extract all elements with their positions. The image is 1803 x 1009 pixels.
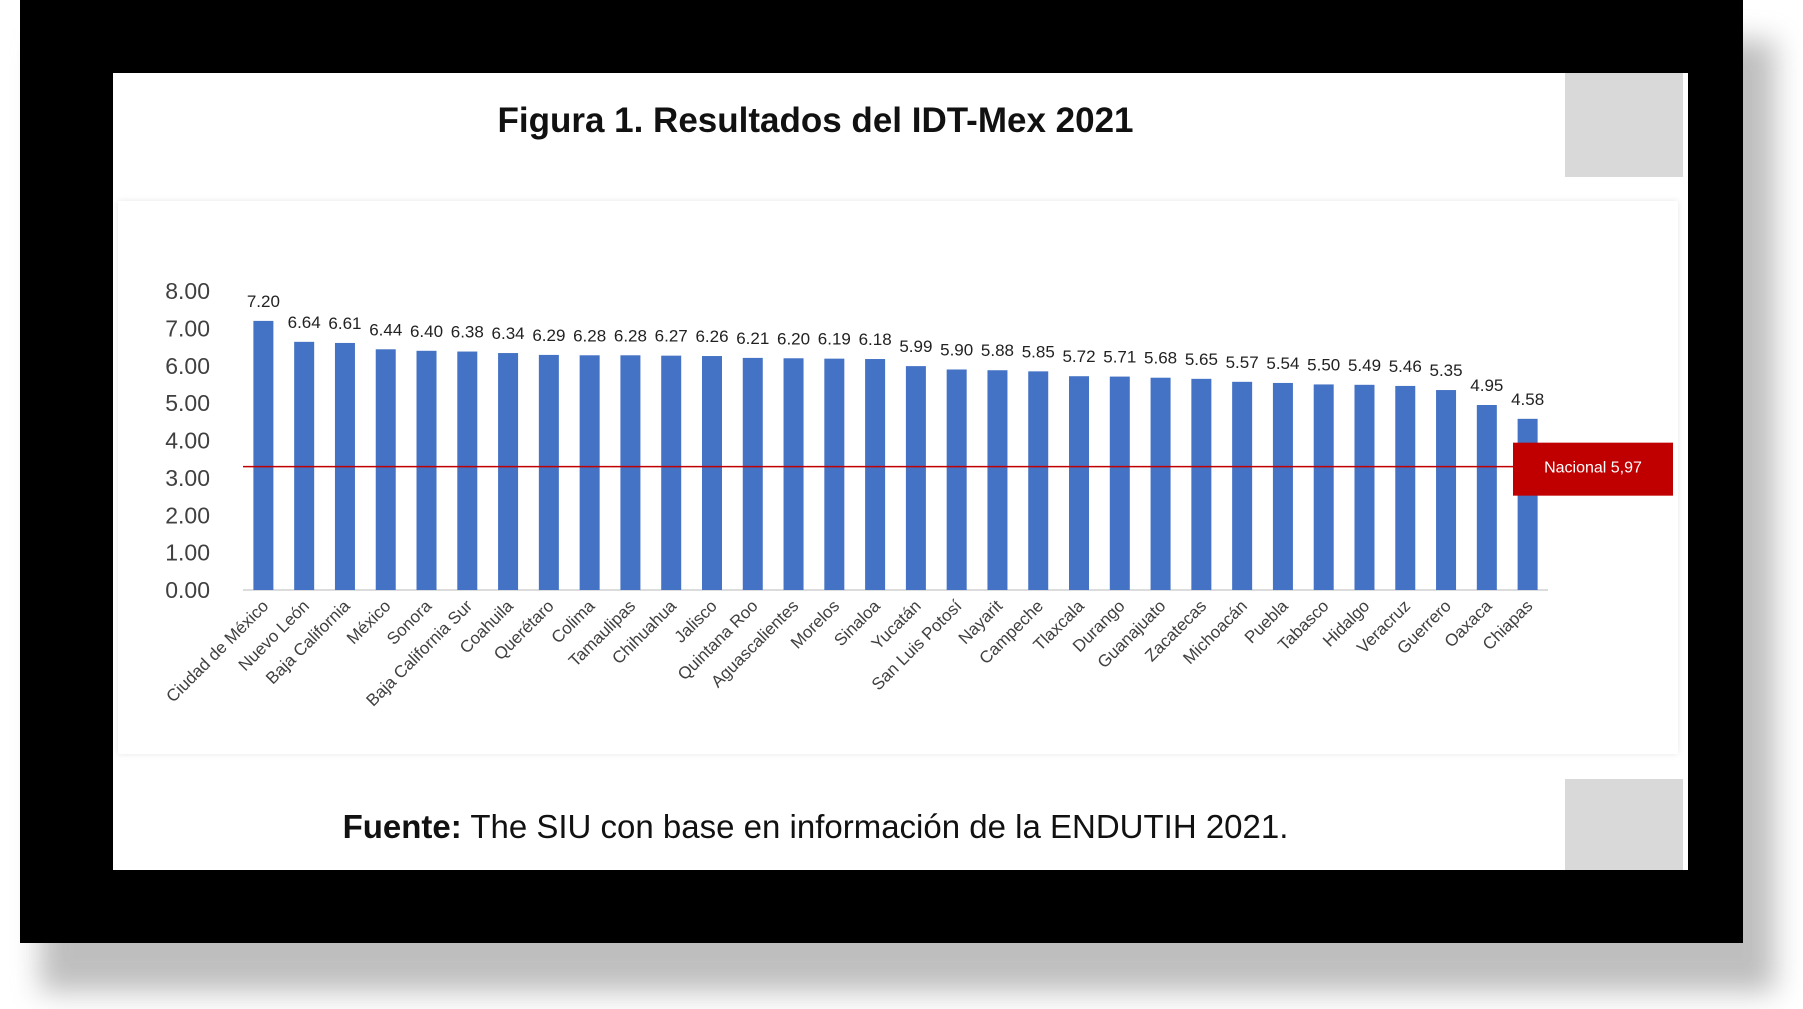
data-label: 5.57 [1226,353,1259,372]
y-tick-label: 5.00 [165,390,210,416]
bar [1313,384,1334,590]
source-text: The SIU con base en información de la EN… [461,808,1289,845]
bar [1436,390,1457,590]
bar [742,357,763,590]
bar [375,349,396,590]
gray-corner-bottom [1565,779,1683,870]
bar [1069,376,1090,590]
bar [824,358,845,590]
bar [1354,384,1375,590]
bar [498,353,519,590]
bar-chart: 0.00 1.00 2.00 3.00 4.00 5.00 6.00 7.00 8.00 7.20… [163,278,1673,710]
y-tick-label: 1.00 [165,540,210,566]
black-frame: Figura 1. Resultados del IDT-Mex 2021 0.… [20,0,1743,943]
bar [783,358,804,590]
data-label: 4.58 [1511,390,1544,409]
data-label: 6.27 [655,327,688,346]
y-tick-label: 2.00 [165,502,210,528]
data-label: 6.18 [859,330,892,349]
bar [987,370,1008,590]
data-label: 6.44 [369,320,402,339]
bar [701,356,722,590]
data-label: 5.85 [1022,342,1055,361]
data-label: 5.72 [1062,347,1095,366]
data-label: 6.21 [736,329,769,348]
bar [661,355,682,590]
data-label: 5.54 [1266,354,1299,373]
bar [1191,378,1212,590]
bar [620,355,641,590]
data-label: 7.20 [247,292,280,311]
y-tick-label: 0.00 [165,577,210,603]
chart-panel: 0.00 1.00 2.00 3.00 4.00 5.00 6.00 7.00 8.00 7.20… [118,201,1678,754]
data-label: 4.95 [1470,376,1503,395]
bar [1272,382,1293,590]
data-label: 6.19 [818,330,851,349]
bar [1232,381,1253,590]
data-label: 6.34 [492,324,525,343]
data-label: 5.46 [1389,357,1422,376]
data-label: 6.38 [451,323,484,342]
source-note: Fuente: The SIU con base en información … [113,808,1518,846]
data-label: 5.99 [899,337,932,356]
bar [1109,376,1130,590]
bar [1395,385,1416,590]
reference-label-box [1513,442,1673,496]
bar [253,320,274,590]
data-label: 5.50 [1307,355,1340,374]
data-label: 6.61 [328,314,361,333]
data-label: 6.28 [614,326,647,345]
bar [579,355,600,590]
source-prefix: Fuente: [342,808,462,845]
data-label: 6.26 [695,327,728,346]
data-label: 5.35 [1430,361,1463,380]
y-tick-label: 7.00 [165,315,210,341]
data-label: 5.71 [1103,348,1136,367]
data-label: 6.29 [532,326,565,345]
data-label: 6.20 [777,329,810,348]
data-label: 5.88 [981,341,1014,360]
gray-corner-top [1565,73,1683,177]
data-label: 5.68 [1144,349,1177,368]
y-tick-label: 8.00 [165,278,210,304]
data-label: 5.65 [1185,350,1218,369]
data-label: 6.28 [573,326,606,345]
bar [1028,371,1049,590]
reference-label: Nacional 5,97 [1544,460,1642,477]
data-label: 6.64 [288,313,321,332]
bar [1150,377,1171,590]
data-label: 5.90 [940,340,973,359]
data-label: 6.40 [410,322,443,341]
slide: Figura 1. Resultados del IDT-Mex 2021 0.… [113,73,1688,870]
y-tick-label: 6.00 [165,353,210,379]
bar [1476,404,1497,590]
y-tick-label: 3.00 [165,465,210,491]
slide-title: Figura 1. Resultados del IDT-Mex 2021 [497,101,1134,140]
bar [946,369,967,590]
bar [538,354,559,590]
data-label: 5.49 [1348,356,1381,375]
bar [416,350,437,590]
bar [905,366,926,590]
bar [457,351,478,590]
bar [865,359,886,590]
y-tick-label: 4.00 [165,428,210,454]
